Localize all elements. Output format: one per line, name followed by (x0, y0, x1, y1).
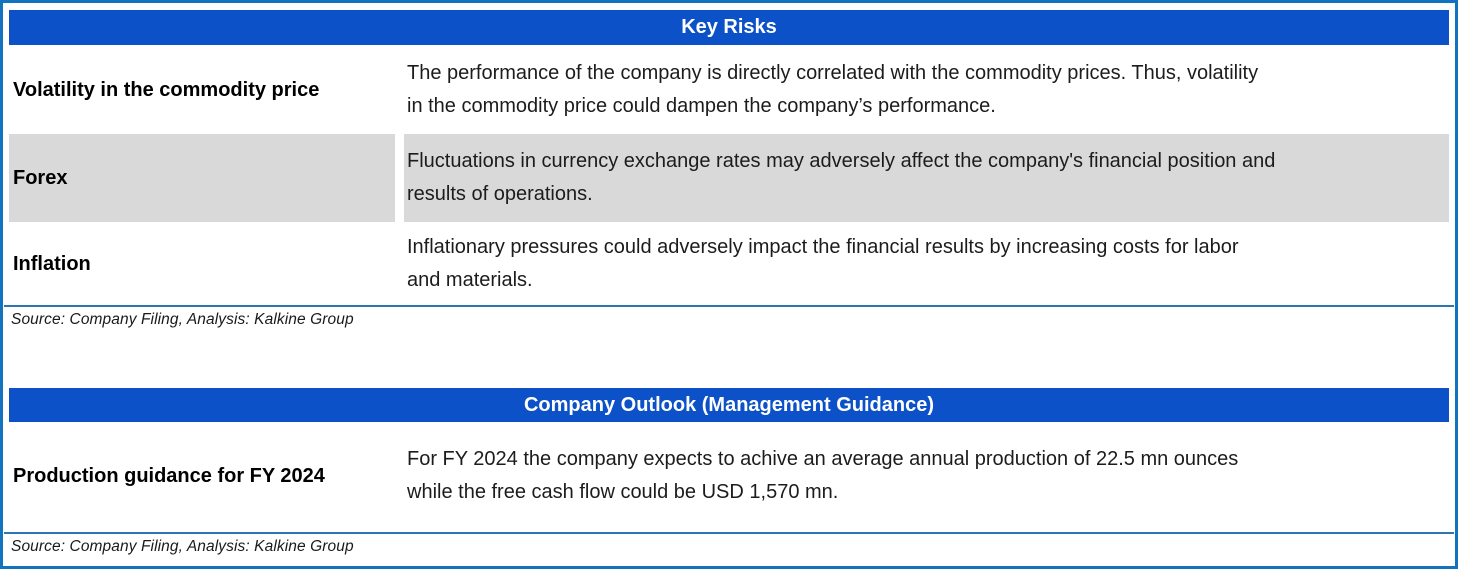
table-row-inflation: Inflation Inflationary pressures could a… (9, 222, 1449, 305)
source-note-key-risks: Source: Company Filing, Analysis: Kalkin… (11, 311, 354, 328)
risk-description-inflation: Inflationary pressures could adversely i… (407, 235, 1239, 291)
risk-description-volatility: The performance of the company is direct… (407, 61, 1259, 117)
company-outlook-table: Production guidance for FY 2024 For FY 2… (9, 422, 1449, 530)
table-row-production-guidance: Production guidance for FY 2024 For FY 2… (9, 422, 1449, 530)
risk-description-forex: Fluctuations in currency exchange rates … (404, 134, 1449, 222)
table-row-forex: Forex Fluctuations in currency exchange … (9, 134, 1449, 222)
table-row-volatility: Volatility in the commodity price The pe… (9, 45, 1449, 134)
risk-label-inflation: Inflation (13, 252, 91, 275)
outlook-label-production-guidance: Production guidance for FY 2024 (13, 465, 325, 487)
divider-line (4, 305, 1454, 307)
risk-label-volatility: Volatility in the commodity price (13, 78, 320, 101)
divider-line (4, 532, 1454, 534)
key-risks-table: Volatility in the commodity price The pe… (9, 45, 1449, 305)
section-header-key-risks: Key Risks (9, 10, 1449, 45)
source-note-company-outlook: Source: Company Filing, Analysis: Kalkin… (11, 538, 354, 555)
risk-label-forex: Forex (9, 134, 395, 222)
outlook-description-production-guidance: For FY 2024 the company expects to achiv… (407, 448, 1239, 503)
section-header-company-outlook: Company Outlook (Management Guidance) (9, 388, 1449, 422)
